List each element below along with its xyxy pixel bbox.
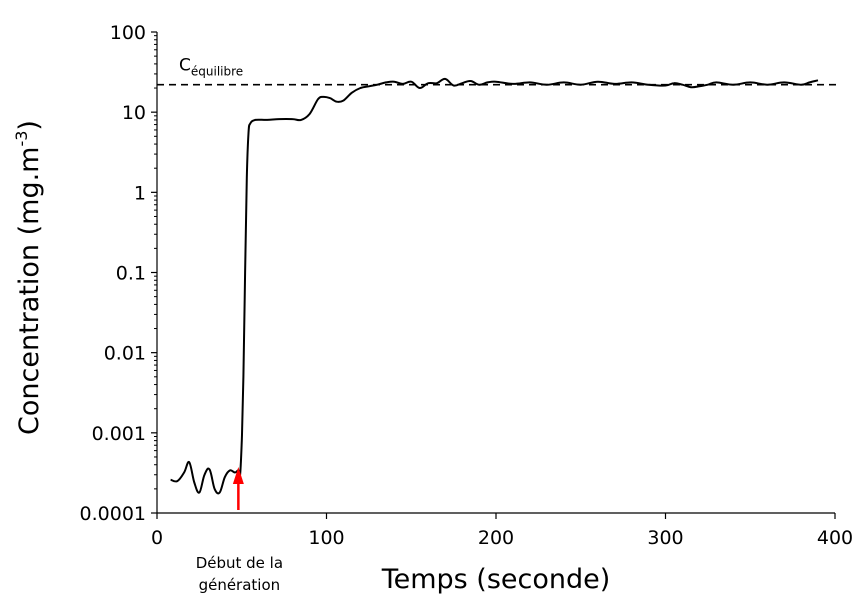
y-tick-label: 10 xyxy=(122,102,146,124)
x-tick-label: 0 xyxy=(151,527,163,549)
y-axis-title-main: Concentration (mg.m xyxy=(14,147,45,435)
y-axis-title-close: ) xyxy=(14,120,45,131)
annotation-line-1: Début de la xyxy=(196,554,283,572)
y-tick-label: 0.1 xyxy=(116,263,146,285)
y-tick-label: 100 xyxy=(110,22,146,44)
annotation-line-2: génération xyxy=(199,576,281,594)
x-axis-title: Temps (seconde) xyxy=(381,564,611,595)
y-tick-label: 0.001 xyxy=(92,423,146,445)
y-axis-title-superscript: -3 xyxy=(12,131,31,147)
generation-start-annotation: Début de la génération xyxy=(196,467,283,594)
y-tick-label: 0.0001 xyxy=(80,503,146,525)
equilibrium-label: Céquilibre xyxy=(179,56,243,79)
y-axis-title: Concentration (mg.m-3) xyxy=(12,120,45,435)
equilibrium-label-sub: équilibre xyxy=(191,65,243,79)
x-axis-ticks: 0 100 200 300 400 xyxy=(151,513,853,549)
equilibrium-label-main: C xyxy=(179,56,191,76)
x-tick-label: 100 xyxy=(308,527,344,549)
x-tick-label: 200 xyxy=(478,527,514,549)
x-tick-label: 400 xyxy=(817,527,853,549)
y-tick-label: 1 xyxy=(134,182,146,204)
y-axis-ticks: 0.0001 0.001 0.01 0.1 1 10 100 xyxy=(80,22,157,525)
x-tick-label: 300 xyxy=(647,527,683,549)
concentration-series-line xyxy=(170,77,819,495)
red-arrow-head xyxy=(232,467,244,484)
y-tick-label: 0.01 xyxy=(104,343,146,365)
